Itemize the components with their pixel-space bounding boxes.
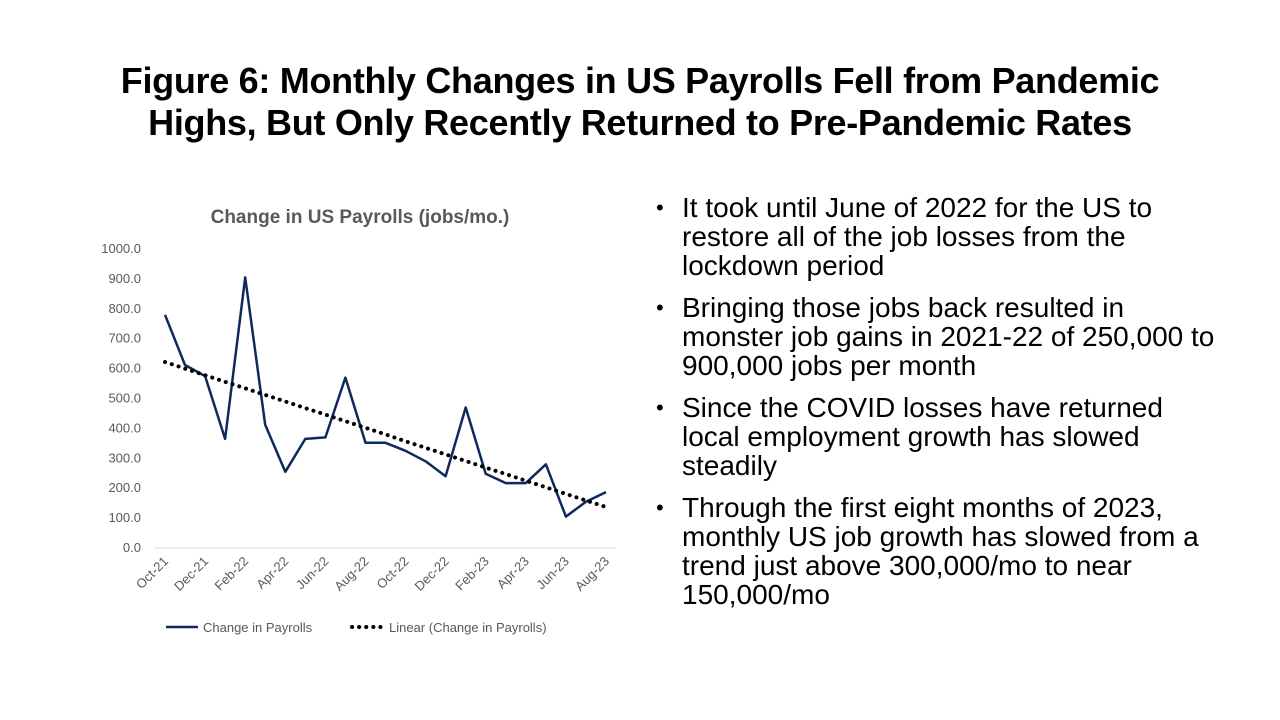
- x-tick-label: Dec-21: [171, 554, 211, 594]
- bullet-dot-icon: •: [656, 295, 664, 320]
- chart-title: Change in US Payrolls (jobs/mo.): [210, 207, 510, 228]
- legend-label-payrolls: Change in Payrolls: [203, 620, 313, 635]
- y-tick-label: 300.0: [108, 450, 141, 465]
- x-tick-label: Feb-22: [212, 554, 252, 594]
- y-axis: 0.0 100.0 200.0 300.0 400.0 500.0 600.0 700.0 80…: [101, 241, 141, 555]
- legend-label-trend: Linear (Change in Payrolls): [389, 620, 547, 635]
- slide-title: Figure 6: Monthly Changes in US Payrolls…: [60, 60, 1220, 144]
- y-tick-label: 0.0: [123, 540, 141, 555]
- bullet-text: Since the COVID losses have returned loc…: [682, 392, 1163, 481]
- x-tick-label: Oct-22: [373, 554, 411, 592]
- x-tick-label: Feb-23: [452, 554, 492, 594]
- y-tick-label: 600.0: [108, 361, 141, 376]
- trend-line: [163, 360, 608, 509]
- bullet-text: Through the first eight months of 2023, …: [682, 492, 1199, 610]
- slide-title-line-2: Highs, But Only Recently Returned to Pre…: [148, 102, 1132, 143]
- bullet-dot-icon: •: [656, 495, 664, 520]
- x-tick-label: Apr-23: [494, 554, 532, 592]
- x-tick-label: Aug-23: [572, 554, 612, 594]
- bullet-list: • It took until June of 2022 for the US t…: [656, 193, 1216, 622]
- bullet-text: It took until June of 2022 for the US to…: [682, 192, 1153, 281]
- bullet-item: • Through the first eight months of 2023,…: [656, 493, 1216, 609]
- bullet-item: • It took until June of 2022 for the US t…: [656, 193, 1216, 280]
- y-tick-label: 500.0: [108, 391, 141, 406]
- bullet-text: Bringing those jobs back resulted in mon…: [682, 292, 1215, 381]
- y-tick-label: 100.0: [108, 510, 141, 525]
- bullet-item: • Since the COVID losses have returned lo…: [656, 393, 1216, 480]
- bullet-dot-icon: •: [656, 395, 664, 420]
- slide-title-line-1: Figure 6: Monthly Changes in US Payrolls…: [120, 60, 1160, 101]
- x-tick-label: Jun-22: [293, 554, 332, 593]
- y-tick-label: 800.0: [108, 301, 141, 316]
- x-axis: Oct-21 Dec-21 Feb-22 Apr-22 Jun-22 Aug-22 Oct-…: [133, 554, 612, 594]
- payrolls-series-line: [163, 276, 607, 518]
- x-tick-label: Jun-23: [533, 554, 572, 593]
- x-tick-label: Dec-22: [412, 554, 452, 594]
- y-tick-label: 400.0: [108, 420, 141, 435]
- bullet-item: • Bringing those jobs back resulted in mo…: [656, 293, 1216, 380]
- y-tick-label: 700.0: [108, 331, 141, 346]
- y-tick-label: 200.0: [108, 480, 141, 495]
- payrolls-line-chart: 0.0 100.0 200.0 300.0 400.0 500.0 600.0 700.0 80…: [101, 241, 616, 635]
- x-tick-label: Oct-21: [133, 554, 171, 592]
- x-tick-label: Aug-22: [331, 554, 371, 594]
- chart-legend: Change in Payrolls Linear (Change in Payr…: [166, 620, 547, 635]
- x-tick-label: Apr-22: [253, 554, 291, 592]
- y-tick-label: 1000.0: [101, 241, 141, 256]
- series-layer: [163, 276, 608, 518]
- bullet-dot-icon: •: [656, 195, 664, 220]
- y-tick-label: 900.0: [108, 271, 141, 286]
